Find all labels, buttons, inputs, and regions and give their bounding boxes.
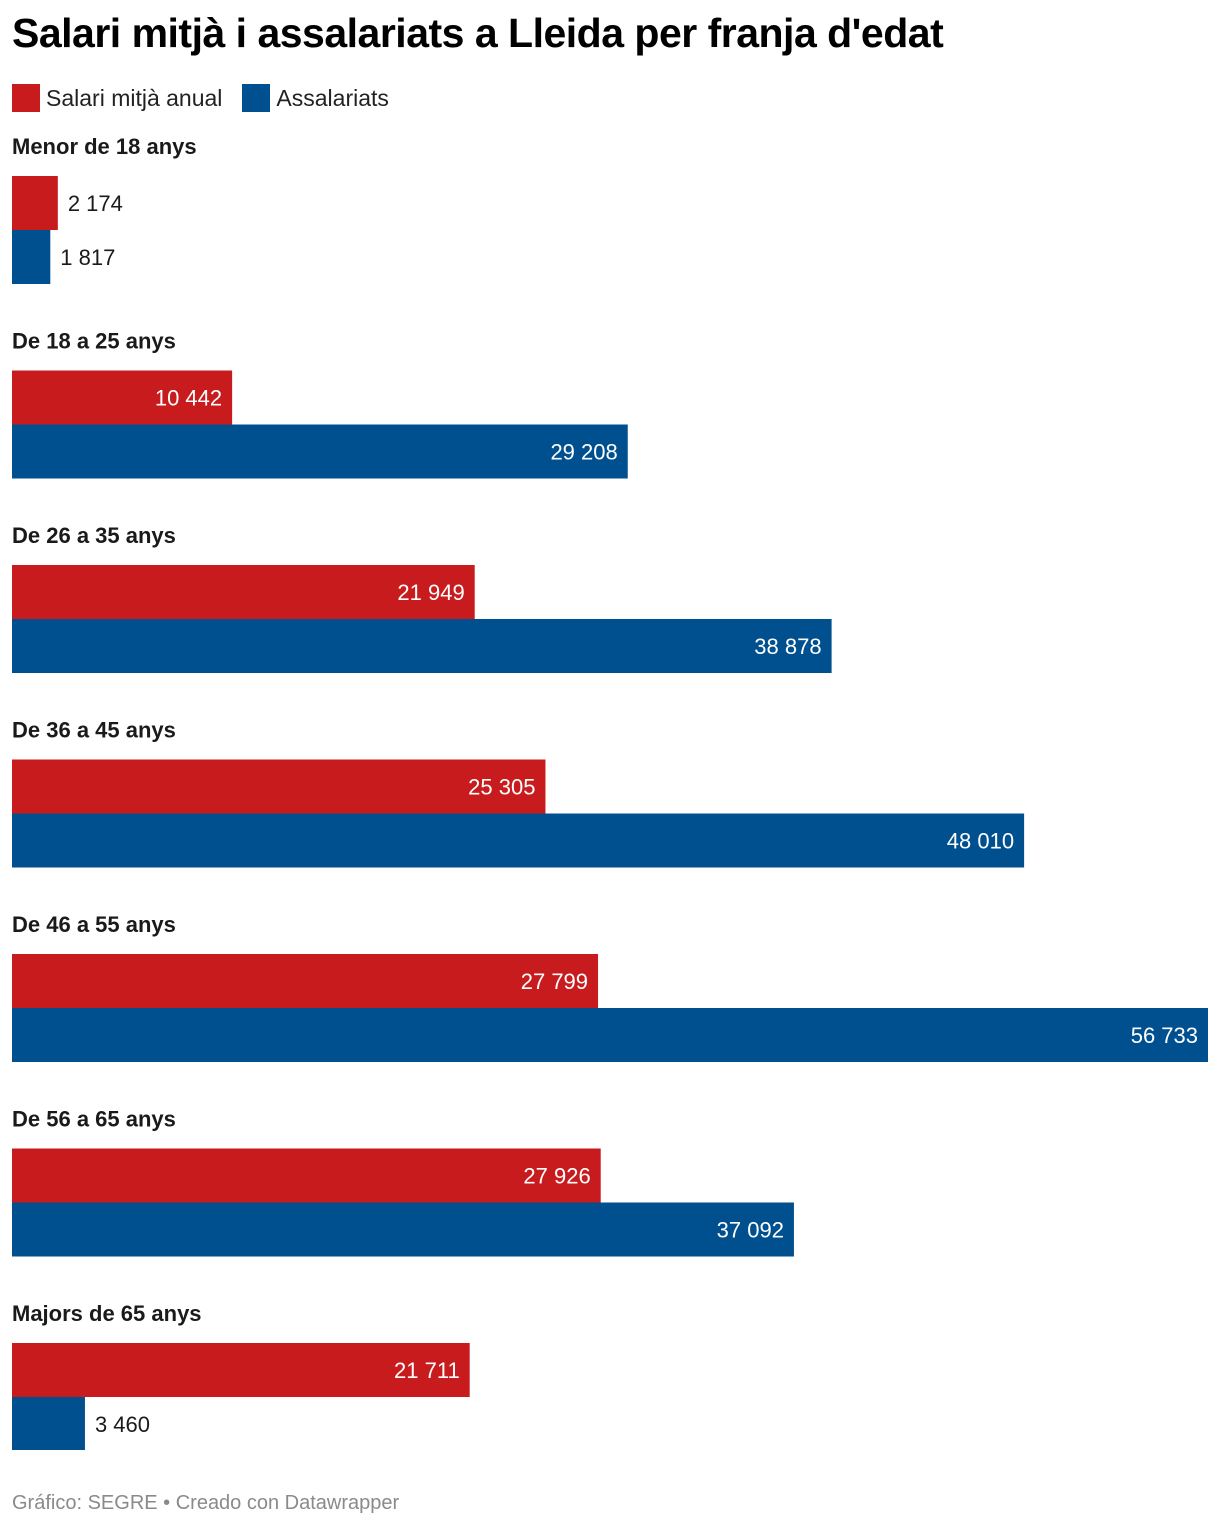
bar-assalariats — [12, 230, 51, 284]
value-label-assalariats: 37 092 — [717, 1218, 784, 1243]
legend-swatch-salari — [12, 84, 40, 112]
bar-salari-mitja-anual — [12, 1343, 470, 1397]
category-label: De 18 a 25 anys — [12, 329, 176, 354]
bar-assalariats — [12, 424, 628, 479]
value-label-assalariats: 3 460 — [95, 1412, 150, 1437]
category-label: De 56 a 65 anys — [12, 1107, 176, 1132]
value-label-salari-mitja-anual: 2 174 — [68, 191, 123, 216]
bar-group-de-26-a-35-anys: De 26 a 35 anys 21 949 38 878 — [12, 523, 832, 673]
bar-assalariats — [12, 1008, 1208, 1062]
bar-group-de-56-a-65-anys: De 56 a 65 anys 27 926 37 092 — [12, 1107, 794, 1257]
value-label-salari-mitja-anual: 21 711 — [394, 1358, 460, 1383]
value-label-assalariats: 29 208 — [550, 440, 617, 465]
category-label: Menor de 18 anys — [12, 134, 197, 159]
value-label-salari-mitja-anual: 25 305 — [468, 775, 535, 800]
bar-assalariats — [12, 1202, 794, 1257]
bar-assalariats — [12, 619, 832, 673]
value-label-salari-mitja-anual: 21 949 — [397, 580, 464, 605]
legend: Salari mitjà anual Assalariats — [12, 84, 409, 112]
legend-item-salari: Salari mitjà anual — [12, 84, 222, 112]
value-label-assalariats: 38 878 — [754, 634, 821, 659]
category-label: De 36 a 45 anys — [12, 718, 176, 743]
chart-title: Salari mitjà i assalariats a Lleida per … — [12, 10, 944, 56]
bar-salari-mitja-anual — [12, 1148, 601, 1203]
bar-salari-mitja-anual — [12, 954, 599, 1008]
value-label-salari-mitja-anual: 10 442 — [155, 386, 222, 411]
value-label-assalariats: 1 817 — [60, 245, 115, 270]
legend-label-assalariats: Assalariats — [276, 84, 389, 111]
bar-group-de-18-a-25-anys: De 18 a 25 anys 10 442 29 208 — [12, 329, 628, 479]
legend-label-salari: Salari mitjà anual — [46, 84, 223, 111]
chart-footer: Gráfico: SEGRE • Creado con Datawrapper — [12, 1492, 400, 1514]
bar-salari-mitja-anual — [12, 565, 475, 619]
bar-salari-mitja-anual — [12, 759, 546, 814]
bar-salari-mitja-anual — [12, 176, 58, 230]
value-label-assalariats: 48 010 — [947, 829, 1014, 854]
category-label: De 26 a 35 anys — [12, 523, 176, 548]
value-label-assalariats: 56 733 — [1131, 1023, 1198, 1048]
bar-group-menor-de-18-anys: Menor de 18 anys 2 174 1 817 — [12, 134, 197, 284]
bar-chart: Menor de 18 anys 2 174 1 817 De 18 a 25 any… — [12, 134, 1208, 1450]
category-label: De 46 a 55 anys — [12, 912, 176, 937]
legend-item-assalariats: Assalariats — [242, 84, 389, 112]
bar-salari-mitja-anual — [12, 370, 233, 425]
bar-group-majors-de-65-anys: Majors de 65 anys 21 711 3 460 — [12, 1301, 470, 1450]
bar-assalariats — [12, 813, 1025, 868]
value-label-salari-mitja-anual: 27 799 — [521, 969, 588, 994]
bar-assalariats — [12, 1397, 85, 1450]
bar-group-de-36-a-45-anys: De 36 a 45 anys 25 305 48 010 — [12, 718, 1025, 868]
bar-group-de-46-a-55-anys: De 46 a 55 anys 27 799 56 733 — [12, 912, 1208, 1062]
legend-swatch-assalariats — [242, 84, 271, 112]
value-label-salari-mitja-anual: 27 926 — [523, 1164, 590, 1189]
category-label: Majors de 65 anys — [12, 1301, 202, 1326]
